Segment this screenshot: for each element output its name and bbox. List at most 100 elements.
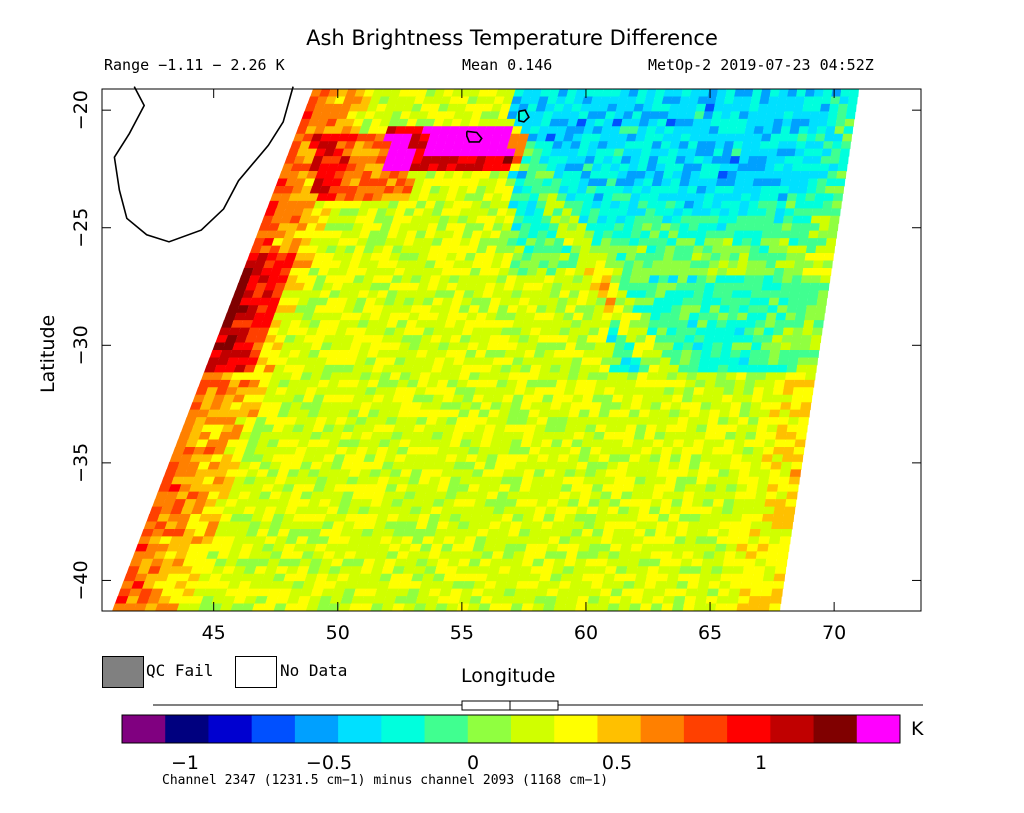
heatmap-cell — [661, 260, 673, 269]
heatmap-cell — [395, 484, 408, 493]
heatmap-cell — [667, 320, 679, 329]
heatmap-cell — [663, 126, 675, 135]
colorbar-swatch — [683, 715, 728, 743]
heatmap-cell — [624, 253, 637, 262]
heatmap-cell — [346, 133, 359, 142]
heatmap-cell — [200, 536, 215, 545]
heatmap-cell — [758, 297, 770, 306]
heatmap-cell — [525, 238, 537, 247]
heatmap-cell — [561, 394, 574, 403]
heatmap-cell — [424, 260, 436, 269]
heatmap-cell — [677, 103, 689, 112]
heatmap-cell — [828, 103, 839, 112]
heatmap-cell — [324, 96, 337, 105]
heatmap-cell — [607, 245, 620, 254]
heatmap-cell — [394, 596, 407, 605]
heatmap-cell — [337, 536, 351, 545]
heatmap-cell — [560, 141, 572, 150]
heatmap-cell — [624, 141, 635, 150]
heatmap-cell — [337, 111, 349, 120]
heatmap-cell — [464, 350, 477, 358]
heatmap-cell — [780, 402, 792, 411]
heatmap-cell — [421, 499, 435, 508]
heatmap-cell — [406, 171, 419, 179]
heatmap-cell — [582, 432, 595, 440]
heatmap-cell — [266, 528, 280, 537]
heatmap-cell — [194, 469, 208, 478]
heatmap-cell — [462, 260, 474, 269]
heatmap-cell — [553, 350, 565, 358]
heatmap-cell — [229, 350, 242, 358]
heatmap-cell — [744, 171, 756, 179]
heatmap-cell — [454, 350, 467, 358]
heatmap-cell — [380, 141, 392, 150]
heatmap-cell — [577, 290, 590, 299]
heatmap-cell — [554, 551, 568, 560]
heatmap-cell — [357, 573, 371, 582]
heatmap-cell — [424, 320, 437, 329]
heatmap-cell — [407, 253, 420, 262]
heatmap-cell — [815, 305, 827, 314]
heatmap-cell — [778, 350, 790, 358]
heatmap-cell — [455, 454, 468, 463]
heatmap-cell — [391, 461, 405, 470]
heatmap-cell — [430, 581, 444, 590]
heatmap-cell — [626, 372, 639, 381]
heatmap-cell — [643, 96, 655, 105]
heatmap-cell — [753, 566, 766, 575]
heatmap-cell — [771, 335, 783, 344]
heatmap-cell — [636, 327, 648, 336]
heatmap-cell — [324, 357, 338, 366]
heatmap-cell — [512, 282, 525, 291]
heatmap-cell — [613, 432, 626, 440]
heatmap-cell — [477, 484, 491, 493]
heatmap-cell — [742, 335, 754, 344]
heatmap-cell — [264, 566, 278, 575]
heatmap-cell — [670, 402, 682, 411]
heatmap-cell — [795, 305, 807, 314]
heatmap-cell — [318, 185, 331, 194]
heatmap-cell — [514, 312, 526, 321]
heatmap-cell — [732, 387, 745, 396]
heatmap-cell — [789, 126, 800, 135]
heatmap-cell — [370, 432, 383, 440]
heatmap-cell — [504, 178, 517, 187]
heatmap-cell — [466, 215, 478, 224]
heatmap-cell — [323, 581, 337, 590]
heatmap-cell — [746, 484, 758, 493]
heatmap-cell — [537, 372, 550, 381]
heatmap-cell — [676, 275, 688, 284]
heatmap-cell — [152, 581, 167, 590]
heatmap-cell — [587, 372, 599, 381]
heatmap-cell — [272, 394, 285, 403]
heatmap-cell — [772, 223, 783, 232]
heatmap-cell — [729, 350, 741, 358]
heatmap-cell — [291, 185, 304, 194]
heatmap-cell — [678, 141, 689, 150]
heatmap-cell — [577, 215, 590, 224]
heatmap-cell — [619, 402, 632, 411]
heatmap-cell — [269, 551, 283, 560]
heatmap-cell — [354, 327, 367, 336]
heatmap-cell — [297, 379, 310, 388]
heatmap-cell — [293, 178, 306, 187]
heatmap-cell — [415, 171, 428, 179]
heatmap-cell — [509, 521, 522, 530]
heatmap-cell — [572, 238, 584, 247]
heatmap-cell — [657, 566, 670, 575]
heatmap-cell — [767, 476, 780, 485]
heatmap-cell — [737, 596, 750, 605]
heatmap-cell — [486, 491, 499, 500]
heatmap-cell — [596, 215, 608, 224]
heatmap-cell — [645, 89, 657, 97]
heatmap-cell — [376, 290, 389, 299]
heatmap-cell — [698, 573, 711, 582]
heatmap-cell — [501, 514, 514, 523]
heatmap-cell — [798, 178, 809, 187]
heatmap-cell — [446, 103, 458, 112]
heatmap-cell — [830, 208, 841, 217]
heatmap-cell — [335, 297, 348, 306]
heatmap-cell — [618, 163, 630, 172]
heatmap-cell — [727, 260, 739, 269]
heatmap-cell — [788, 409, 801, 418]
